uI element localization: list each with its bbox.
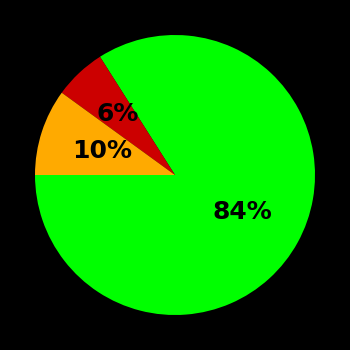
Wedge shape [35,35,315,315]
Text: 10%: 10% [72,139,132,163]
Wedge shape [62,57,175,175]
Text: 6%: 6% [96,102,139,126]
Text: 84%: 84% [212,200,272,224]
Wedge shape [35,93,175,175]
